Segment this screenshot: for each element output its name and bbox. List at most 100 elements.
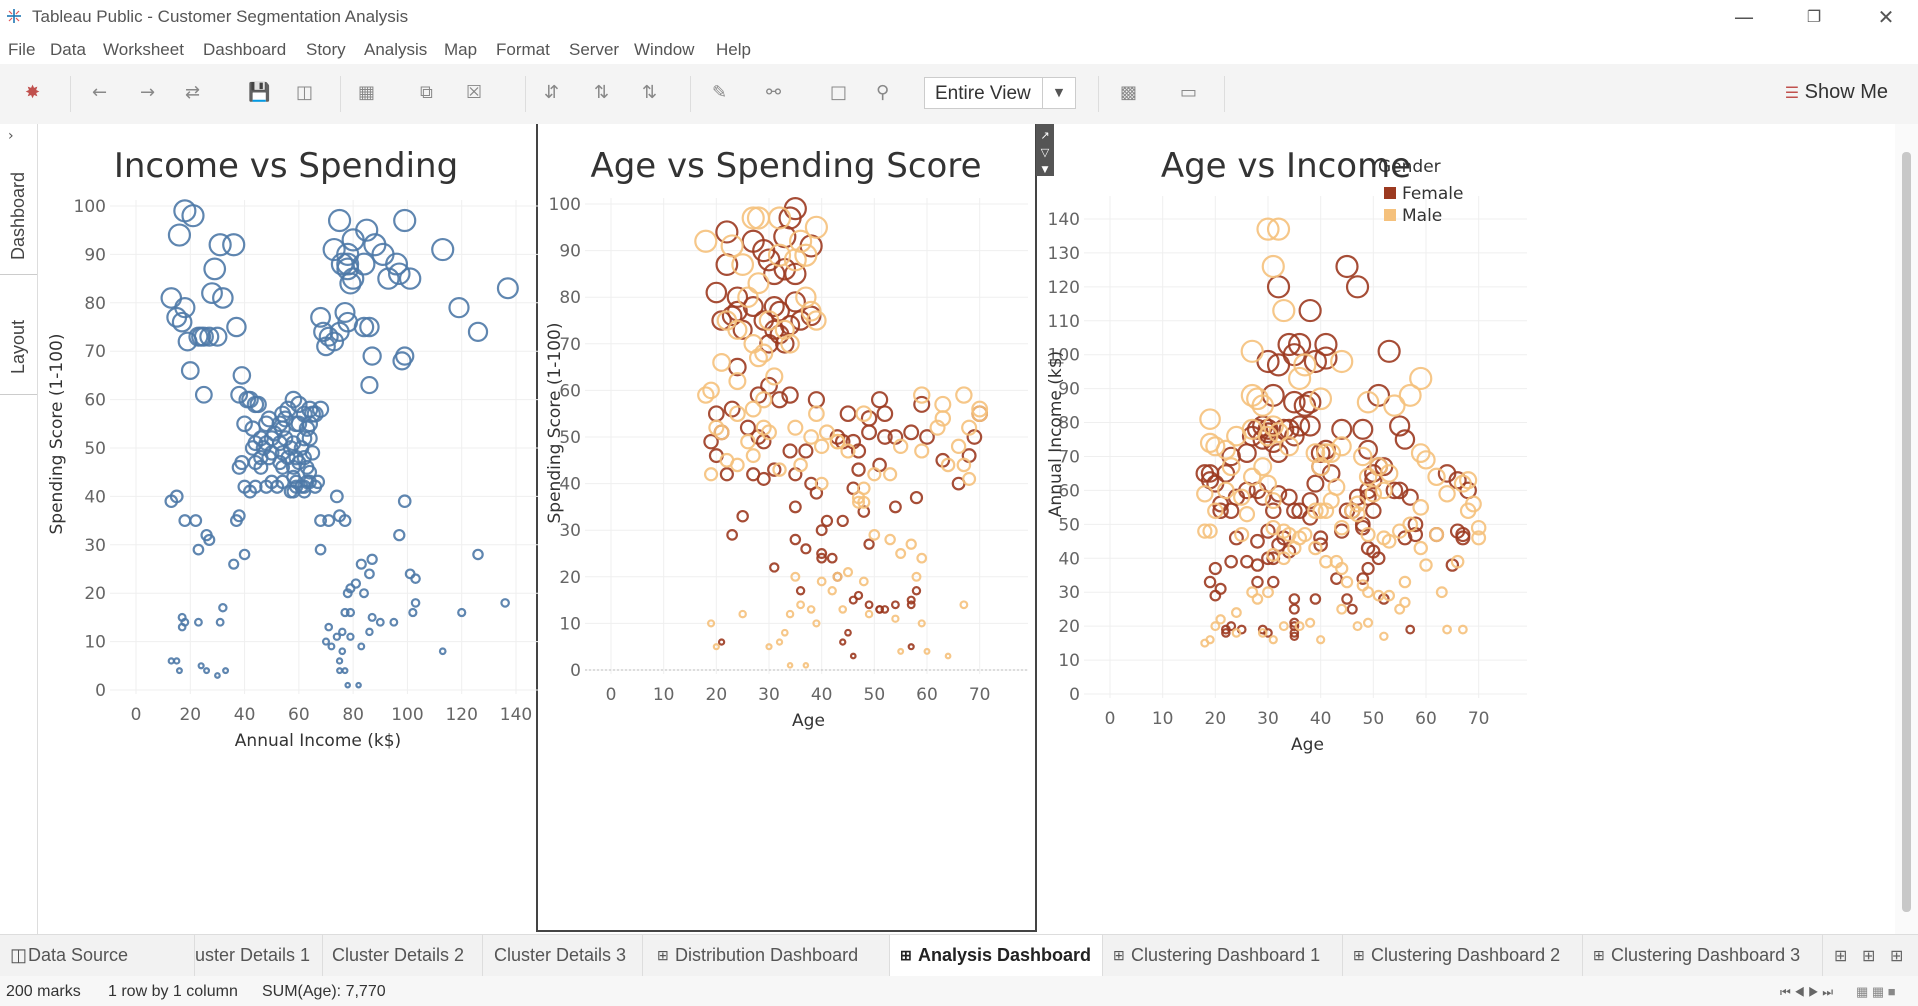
data-point [306, 405, 324, 423]
data-point [263, 445, 280, 461]
tab-cluster-details-2[interactable]: Cluster Details 2 [323, 935, 483, 977]
data-point [284, 390, 303, 409]
save-icon[interactable]: 💾 [248, 82, 271, 103]
data-point-male [1258, 474, 1278, 493]
label-icon[interactable]: □ [830, 82, 848, 103]
data-point-male [720, 234, 744, 258]
tab-clustering-dashboard-3[interactable]: ⊞ Clustering Dashboard 3 [1583, 935, 1823, 977]
data-point-female [769, 562, 780, 573]
tab-clustering-dashboard-2[interactable]: ⊞ Clustering Dashboard 2 [1343, 935, 1583, 977]
data-point-male [737, 286, 759, 308]
y-axis-label: Annual Income (k$) [1046, 351, 1066, 517]
data-point-female [1268, 443, 1289, 463]
view-sorter-icon[interactable]: ▦ ▦ ■ [1856, 984, 1896, 999]
data-point-male [1349, 495, 1366, 513]
data-point-male [1327, 478, 1346, 496]
tab-label: Data Source [28, 945, 129, 965]
clear-sheet-icon[interactable]: ☒ [466, 82, 483, 103]
menu-server[interactable]: Server [569, 40, 620, 59]
data-point [472, 548, 484, 561]
data-point-female [906, 595, 916, 605]
menu-map[interactable]: Map [444, 40, 478, 59]
data-point-male [1379, 464, 1399, 483]
show-me-button[interactable]: ☰ Show Me [1785, 81, 1888, 104]
data-point-female [909, 490, 924, 505]
data-point-male [744, 400, 762, 418]
replay-icon[interactable]: ⇄ [185, 82, 201, 103]
data-point-male [806, 310, 827, 331]
data-point-male [911, 571, 922, 582]
data-point-male [1360, 526, 1376, 543]
new-worksheet-icon[interactable]: ⊞ [1834, 946, 1848, 965]
menu-analysis[interactable]: Analysis [364, 40, 428, 59]
data-point-female [863, 538, 875, 550]
tableau-home-icon[interactable]: ✸ [25, 82, 41, 103]
data-point-male [1427, 467, 1446, 487]
data-point-female [736, 509, 749, 523]
data-point-male [1317, 502, 1335, 520]
new-datasource-icon[interactable]: ◫ [296, 82, 314, 103]
tab-label: Cluster Details 3 [494, 945, 627, 965]
new-dashboard-icon[interactable]: ⊞ [1862, 946, 1876, 965]
data-point-female [903, 424, 920, 441]
tab-cluster-details-3[interactable]: Cluster Details 3 [483, 935, 643, 977]
data-point [173, 657, 181, 665]
data-point-male [1264, 492, 1282, 510]
highlight-icon[interactable]: ✎ [712, 82, 728, 103]
presentation-icon[interactable]: ▭ [1180, 82, 1198, 103]
sort-ascending-icon[interactable]: ⇅ [594, 82, 610, 103]
data-point-male [934, 395, 952, 413]
tab-clustering-dashboard-1[interactable]: ⊞ Clustering Dashboard 1 [1103, 935, 1343, 977]
swap-icon[interactable]: ⇵ [544, 82, 560, 103]
close-icon[interactable]: ✕ [1877, 5, 1895, 29]
data-point [232, 366, 252, 385]
sheet-navigation-icon[interactable]: ⏮ ◀ ▶ ⏭ [1780, 985, 1834, 999]
tab-distribution-dashboard[interactable]: ⊞ Distribution Dashboard [643, 935, 890, 977]
pin-icon[interactable]: ⚲ [876, 82, 890, 103]
redo-icon[interactable]: → [140, 82, 156, 103]
tab-label: Clustering Dashboard 2 [1371, 945, 1561, 965]
data-point [194, 385, 213, 404]
data-point [231, 459, 247, 475]
data-point [355, 558, 367, 570]
data-point-female [839, 405, 857, 423]
tab-cluster-details-1[interactable]: uster Details 1 [195, 935, 323, 977]
y-tick-label: 30 [559, 521, 581, 541]
chevron-down-icon[interactable]: ▼ [1042, 78, 1075, 108]
restore-icon[interactable]: ❐ [1806, 7, 1822, 26]
sort-descending-icon[interactable]: ⇅ [642, 82, 658, 103]
tab-layout[interactable]: Layout [0, 274, 37, 395]
tab-data-source[interactable]: ◫ Data Source [0, 935, 195, 977]
data-point [180, 361, 200, 380]
tab-dashboard[interactable]: Dashboard [0, 150, 37, 275]
menu-format[interactable]: Format [496, 40, 550, 59]
menu-file[interactable]: File [8, 40, 36, 59]
menu-help[interactable]: Help [716, 40, 751, 59]
expand-panel-icon[interactable]: › [8, 128, 14, 144]
menu-story[interactable]: Story [306, 40, 346, 59]
group-icon[interactable]: ⚯ [766, 82, 782, 103]
data-point [218, 603, 228, 613]
menu-worksheet[interactable]: Worksheet [103, 40, 184, 59]
minimize-icon[interactable]: — [1734, 5, 1754, 29]
x-tick-label: 30 [758, 685, 780, 705]
new-worksheet-icon[interactable]: ▦ [358, 82, 376, 103]
new-story-icon[interactable]: ⊞ [1890, 946, 1904, 965]
data-point [448, 297, 470, 319]
fit-dropdown[interactable]: Entire View ▼ [924, 77, 1076, 109]
y-tick-label: 60 [84, 391, 106, 411]
tab-analysis-dashboard[interactable]: ⊞ Analysis Dashboard [890, 935, 1103, 977]
scrollbar-thumb[interactable] [1902, 152, 1911, 912]
data-point-female [1335, 254, 1359, 279]
undo-icon[interactable]: ← [92, 82, 108, 103]
duplicate-icon[interactable]: ⧉ [420, 82, 433, 103]
data-point-male [1262, 586, 1274, 599]
show-cards-icon[interactable]: ▩ [1120, 82, 1138, 103]
menu-dashboard[interactable]: Dashboard [203, 40, 287, 59]
data-point-female [888, 500, 902, 514]
data-point-female [1288, 593, 1301, 605]
data-point-female [1385, 481, 1404, 500]
menu-window[interactable]: Window [634, 40, 695, 59]
menu-data[interactable]: Data [50, 40, 86, 59]
vertical-scrollbar[interactable] [1895, 124, 1918, 934]
